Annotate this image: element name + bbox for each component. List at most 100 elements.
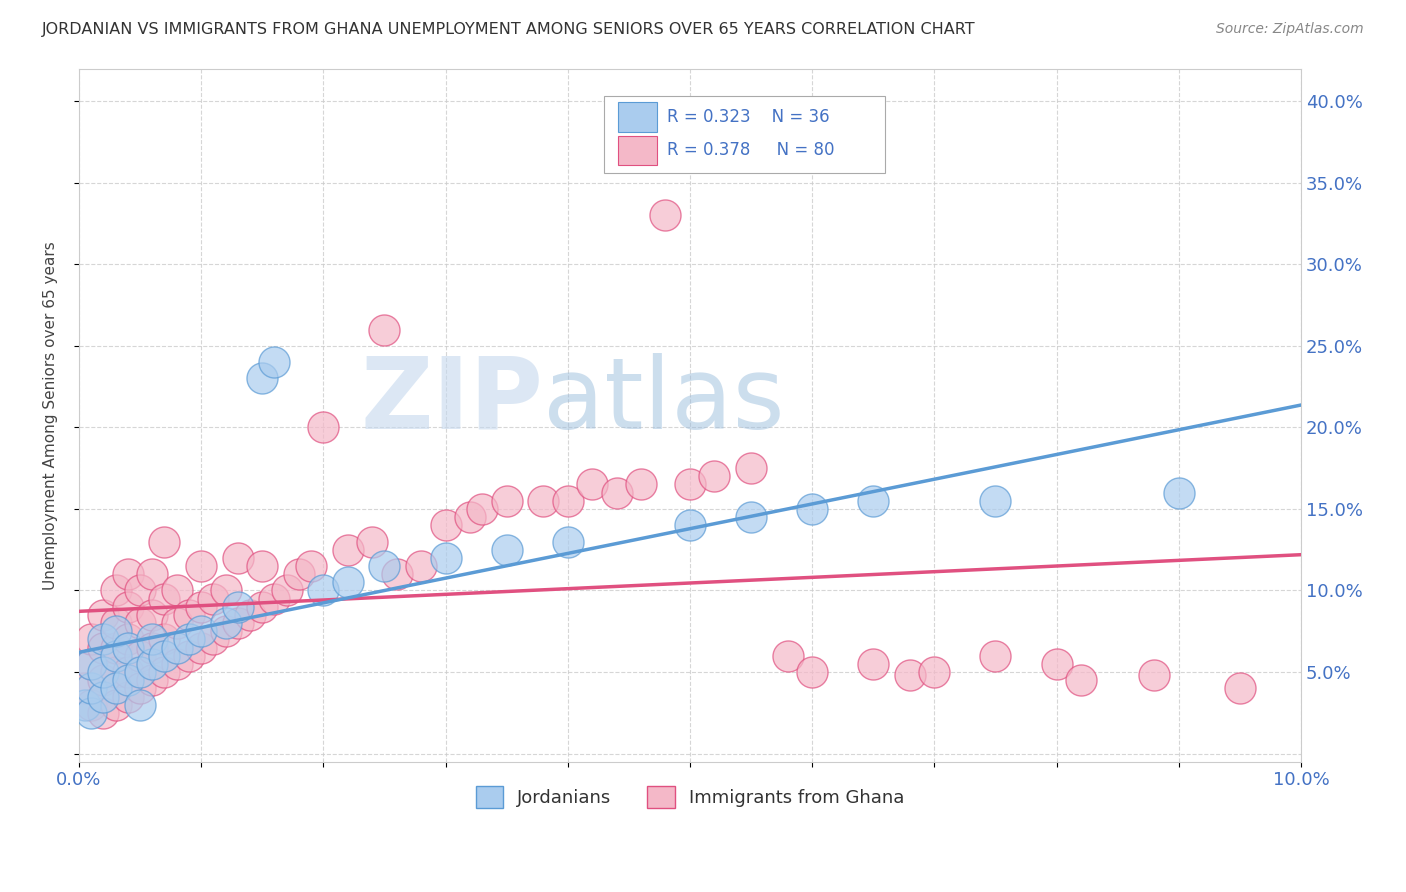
Point [1070, 673, 1092, 688]
Point [1143, 668, 1166, 682]
Point [80, 657, 103, 671]
Point [385, 567, 408, 582]
Point [117, 640, 139, 655]
Point [336, 542, 359, 557]
Point [226, 550, 249, 565]
Point [373, 322, 395, 336]
Point [214, 616, 236, 631]
Point [679, 477, 702, 491]
Point [104, 616, 127, 631]
Point [80, 698, 103, 712]
Point [252, 599, 274, 614]
Point [226, 599, 249, 614]
Point [117, 599, 139, 614]
Legend: Jordanians, Immigrants from Ghana: Jordanians, Immigrants from Ghana [468, 779, 911, 815]
Point [153, 591, 176, 606]
Point [458, 510, 481, 524]
Point [276, 583, 298, 598]
Point [495, 542, 517, 557]
Point [141, 657, 163, 671]
Point [1167, 485, 1189, 500]
Point [117, 690, 139, 704]
Text: atlas: atlas [543, 352, 785, 450]
Point [801, 665, 824, 679]
Point [141, 567, 163, 582]
Point [252, 371, 274, 385]
Point [202, 632, 225, 647]
Point [104, 640, 127, 655]
Point [117, 567, 139, 582]
Text: R = 0.378     N = 80: R = 0.378 N = 80 [666, 141, 834, 160]
Point [226, 616, 249, 631]
Point [190, 640, 212, 655]
Point [129, 616, 152, 631]
Text: ZIP: ZIP [360, 352, 543, 450]
Point [630, 477, 652, 491]
Point [214, 583, 236, 598]
Point [75, 681, 97, 696]
Point [104, 624, 127, 639]
Text: Source: ZipAtlas.com: Source: ZipAtlas.com [1216, 22, 1364, 37]
Point [679, 518, 702, 533]
Point [177, 648, 200, 663]
Point [93, 706, 115, 720]
Point [80, 706, 103, 720]
Point [409, 559, 432, 574]
Point [581, 477, 603, 491]
FancyBboxPatch shape [605, 96, 886, 172]
Text: JORDANIAN VS IMMIGRANTS FROM GHANA UNEMPLOYMENT AMONG SENIORS OVER 65 YEARS CORR: JORDANIAN VS IMMIGRANTS FROM GHANA UNEMP… [42, 22, 976, 37]
Point [141, 632, 163, 647]
Point [93, 673, 115, 688]
Point [495, 493, 517, 508]
Point [153, 534, 176, 549]
Point [288, 567, 311, 582]
Point [177, 632, 200, 647]
Y-axis label: Unemployment Among Seniors over 65 years: Unemployment Among Seniors over 65 years [44, 241, 58, 590]
Point [104, 648, 127, 663]
Point [1045, 657, 1067, 671]
Point [75, 698, 97, 712]
Point [141, 640, 163, 655]
Point [153, 648, 176, 663]
Point [924, 665, 946, 679]
Point [93, 665, 115, 679]
Point [166, 640, 188, 655]
Point [80, 632, 103, 647]
Point [129, 665, 152, 679]
Point [153, 632, 176, 647]
Point [801, 502, 824, 516]
Point [252, 559, 274, 574]
Point [740, 510, 762, 524]
Point [80, 657, 103, 671]
Point [434, 550, 457, 565]
Point [557, 493, 579, 508]
Point [312, 583, 335, 598]
Point [373, 559, 395, 574]
Point [471, 502, 494, 516]
FancyBboxPatch shape [617, 103, 657, 132]
Point [129, 698, 152, 712]
Point [776, 648, 799, 663]
Point [434, 518, 457, 533]
Point [93, 690, 115, 704]
Point [202, 591, 225, 606]
Point [1229, 681, 1251, 696]
Point [117, 665, 139, 679]
Point [166, 583, 188, 598]
Point [984, 648, 1007, 663]
Point [129, 583, 152, 598]
Point [263, 355, 285, 369]
Point [93, 632, 115, 647]
Point [239, 607, 262, 622]
Point [361, 534, 384, 549]
Point [263, 591, 285, 606]
Point [606, 485, 628, 500]
Point [117, 673, 139, 688]
Point [862, 493, 884, 508]
Point [153, 665, 176, 679]
Point [129, 648, 152, 663]
Point [740, 461, 762, 475]
Point [104, 583, 127, 598]
Point [93, 607, 115, 622]
Point [80, 681, 103, 696]
